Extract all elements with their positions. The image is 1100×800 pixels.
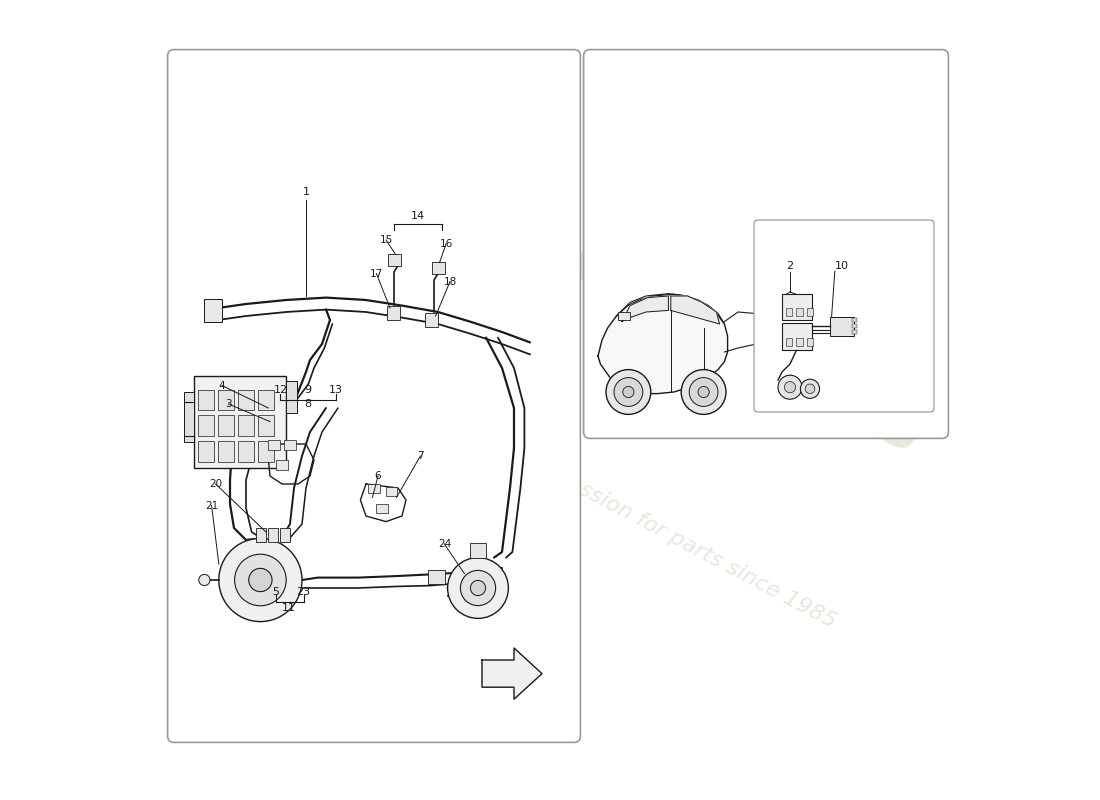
Bar — [268, 440, 279, 450]
Bar — [198, 415, 214, 436]
Text: 7: 7 — [417, 451, 424, 461]
Bar — [428, 570, 446, 584]
Circle shape — [471, 581, 485, 595]
Polygon shape — [671, 296, 719, 324]
Bar — [258, 441, 274, 462]
FancyBboxPatch shape — [167, 50, 581, 742]
FancyBboxPatch shape — [584, 50, 948, 438]
Text: 11: 11 — [283, 603, 296, 613]
Bar — [830, 317, 854, 336]
Bar — [256, 528, 266, 542]
Text: 5: 5 — [272, 587, 279, 597]
Bar — [618, 312, 630, 320]
Text: 18: 18 — [443, 277, 456, 286]
Text: 17: 17 — [370, 269, 383, 278]
Bar — [852, 318, 857, 322]
Bar — [852, 330, 857, 334]
Bar — [238, 415, 254, 436]
Bar — [184, 392, 194, 442]
Circle shape — [461, 570, 496, 606]
Bar — [276, 460, 287, 470]
Bar — [198, 441, 214, 462]
Bar — [238, 390, 254, 410]
Circle shape — [234, 554, 286, 606]
Circle shape — [614, 378, 642, 406]
Text: 6: 6 — [375, 471, 382, 481]
Polygon shape — [621, 296, 669, 322]
Text: 3: 3 — [226, 399, 232, 409]
Text: 2: 2 — [786, 261, 793, 270]
Text: 24: 24 — [438, 539, 451, 549]
Bar — [198, 390, 214, 410]
Text: a passion for parts since 1985: a passion for parts since 1985 — [532, 456, 839, 632]
Bar — [782, 323, 813, 350]
Circle shape — [698, 386, 710, 398]
Bar — [218, 415, 234, 436]
Circle shape — [778, 375, 802, 399]
Bar — [194, 376, 286, 468]
Bar — [796, 338, 803, 346]
Bar — [806, 338, 813, 346]
Text: 23: 23 — [297, 587, 310, 597]
Text: 21: 21 — [205, 501, 218, 510]
Polygon shape — [482, 648, 542, 699]
Bar — [470, 543, 486, 558]
Text: 8: 8 — [304, 399, 311, 409]
Bar — [218, 441, 234, 462]
Polygon shape — [598, 294, 727, 394]
Circle shape — [690, 378, 718, 406]
Bar — [218, 390, 234, 410]
Text: 1: 1 — [302, 187, 309, 197]
Bar — [368, 484, 379, 493]
FancyBboxPatch shape — [754, 220, 934, 412]
Circle shape — [805, 384, 815, 394]
Bar — [376, 504, 387, 513]
Bar — [258, 415, 274, 436]
Circle shape — [219, 538, 302, 622]
Bar — [280, 528, 290, 542]
Text: 9: 9 — [304, 386, 311, 395]
Bar — [238, 441, 254, 462]
Circle shape — [249, 568, 272, 592]
Bar — [796, 308, 803, 316]
Text: 15: 15 — [379, 235, 393, 245]
Text: 20: 20 — [209, 479, 222, 489]
Bar — [258, 390, 274, 410]
Bar — [387, 306, 399, 320]
Text: eurospares: eurospares — [516, 203, 936, 469]
Text: 10: 10 — [835, 261, 849, 270]
Circle shape — [606, 370, 651, 414]
Bar — [268, 528, 278, 542]
Circle shape — [448, 558, 508, 618]
Text: 16: 16 — [439, 239, 452, 249]
Circle shape — [681, 370, 726, 414]
Circle shape — [199, 574, 210, 586]
Bar — [852, 324, 857, 328]
Bar — [205, 299, 222, 322]
Bar — [286, 381, 297, 413]
Bar — [806, 308, 813, 316]
Bar — [782, 294, 813, 320]
Circle shape — [801, 379, 820, 398]
Bar — [386, 487, 397, 496]
Bar — [432, 262, 446, 274]
Bar — [285, 440, 296, 450]
Bar — [426, 313, 438, 327]
Text: 14: 14 — [411, 211, 425, 221]
Text: 4: 4 — [219, 381, 225, 390]
Text: 13: 13 — [329, 386, 342, 395]
Bar — [388, 254, 401, 266]
Circle shape — [784, 382, 795, 393]
Bar — [786, 308, 792, 316]
Bar — [786, 338, 792, 346]
Text: 12: 12 — [273, 386, 287, 395]
Circle shape — [623, 386, 634, 398]
